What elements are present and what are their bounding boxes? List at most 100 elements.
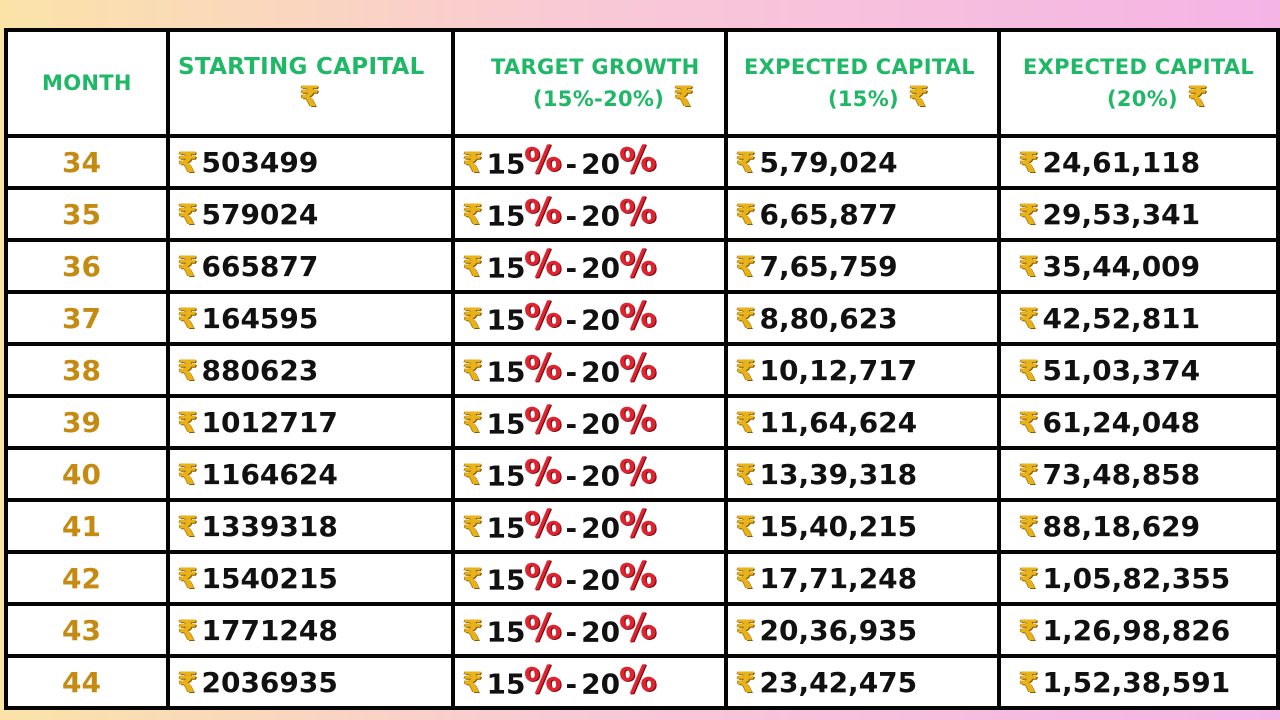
- expected-capital-15-cell: ₹7,65,759: [724, 238, 1001, 294]
- rupee-icon: ₹: [736, 197, 756, 231]
- header-expected-capital-15: EXPECTED CAPITAL (15%) ₹: [724, 28, 1001, 138]
- rupee-icon: ₹: [1019, 665, 1039, 699]
- rupee-icon: ₹: [463, 666, 483, 700]
- expected-capital-15-cell: ₹23,42,475: [724, 654, 1001, 710]
- rupee-icon: ₹: [736, 509, 756, 543]
- percent-icon: %: [617, 449, 659, 496]
- starting-capital-cell: ₹1164624: [166, 446, 455, 502]
- starting-capital-value: 2036935: [201, 665, 338, 699]
- growth-separator: -: [565, 355, 578, 389]
- expected-capital-15-value: 11,64,624: [759, 405, 918, 439]
- rupee-icon: ₹: [178, 405, 198, 439]
- month-value: 40: [62, 457, 101, 491]
- percent-icon: %: [522, 189, 565, 236]
- percent-icon: %: [522, 397, 565, 444]
- header-row: MONTH STARTING CAPITAL ₹ TARGET GROWTH (…: [4, 28, 1280, 138]
- growth-separator: -: [565, 459, 578, 493]
- percent-icon: %: [522, 345, 565, 392]
- expected-capital-20-value: 1,05,82,355: [1042, 561, 1231, 595]
- growth-high-value: 20: [581, 459, 621, 493]
- growth-high-value: 20: [581, 407, 621, 441]
- rupee-icon: ₹: [1187, 80, 1208, 113]
- table-row: 43 ₹1771248 ₹15%- 20% ₹20,36,935 ₹1,26,98…: [4, 602, 1280, 658]
- header-expected-capital-20-sub: (20%): [1107, 87, 1178, 111]
- rupee-icon: ₹: [736, 561, 756, 595]
- month-value: 44: [62, 665, 101, 699]
- percent-icon: %: [522, 501, 565, 548]
- target-growth-cell: ₹15%- 20%: [451, 394, 728, 450]
- expected-capital-15-cell: ₹13,39,318: [724, 446, 1001, 502]
- rupee-icon: ₹: [463, 458, 483, 492]
- percent-icon: %: [617, 293, 659, 340]
- rupee-icon: ₹: [1019, 613, 1039, 647]
- growth-separator: -: [565, 511, 578, 545]
- growth-low-value: 15: [486, 251, 526, 285]
- expected-capital-15-cell: ₹17,71,248: [724, 550, 1001, 606]
- growth-low-value: 15: [486, 303, 526, 337]
- header-month-label: MONTH: [42, 71, 132, 95]
- target-growth-cell: ₹15%- 20%: [451, 134, 728, 190]
- starting-capital-value: 503499: [201, 145, 319, 179]
- table-body: 34 ₹503499 ₹15%- 20% ₹5,79,024 ₹24,61,118…: [4, 134, 1280, 710]
- target-growth-cell: ₹15%- 20%: [451, 654, 728, 710]
- growth-high-value: 20: [581, 511, 621, 545]
- rupee-icon: ₹: [178, 249, 198, 283]
- rupee-icon: ₹: [178, 457, 198, 491]
- table-row: 42 ₹1540215 ₹15%- 20% ₹17,71,248 ₹1,05,82…: [4, 550, 1280, 606]
- header-expected-capital-15-label: EXPECTED CAPITAL: [744, 55, 976, 79]
- percent-icon: %: [522, 605, 565, 652]
- expected-capital-15-value: 6,65,877: [759, 197, 898, 231]
- expected-capital-20-value: 1,52,38,591: [1042, 665, 1231, 699]
- growth-low-value: 15: [486, 407, 526, 441]
- starting-capital-value: 579024: [201, 197, 319, 231]
- rupee-icon: ₹: [1019, 561, 1039, 595]
- expected-capital-20-value: 1,26,98,826: [1042, 613, 1231, 647]
- expected-capital-20-cell: ₹88,18,629: [997, 498, 1280, 554]
- header-target-growth: TARGET GROWTH (15%-20%) ₹: [451, 28, 728, 138]
- header-starting-capital-label: STARTING CAPITAL: [178, 54, 425, 80]
- month-cell: 38: [4, 342, 170, 398]
- expected-capital-15-cell: ₹5,79,024: [724, 134, 1001, 190]
- starting-capital-cell: ₹665877: [166, 238, 455, 294]
- expected-capital-20-value: 73,48,858: [1042, 457, 1201, 491]
- percent-icon: %: [522, 241, 565, 288]
- table-row: 38 ₹880623 ₹15%- 20% ₹10,12,717 ₹51,03,37…: [4, 342, 1280, 398]
- growth-low-value: 15: [486, 147, 526, 181]
- rupee-icon: ₹: [736, 613, 756, 647]
- growth-low-value: 15: [486, 199, 526, 233]
- month-value: 38: [62, 353, 101, 387]
- month-cell: 44: [4, 654, 170, 710]
- rupee-icon: ₹: [463, 354, 483, 388]
- percent-icon: %: [617, 345, 659, 392]
- header-month: MONTH: [4, 28, 170, 138]
- expected-capital-15-value: 20,36,935: [759, 613, 918, 647]
- table-row: 39 ₹1012717 ₹15%- 20% ₹11,64,624 ₹61,24,0…: [4, 394, 1280, 450]
- rupee-icon: ₹: [463, 302, 483, 336]
- rupee-icon: ₹: [463, 250, 483, 284]
- expected-capital-15-value: 7,65,759: [759, 249, 898, 283]
- rupee-icon: ₹: [463, 614, 483, 648]
- rupee-icon: ₹: [736, 665, 756, 699]
- growth-separator: -: [565, 147, 578, 181]
- expected-capital-15-cell: ₹15,40,215: [724, 498, 1001, 554]
- growth-high-value: 20: [581, 615, 621, 649]
- target-growth-cell: ₹15%- 20%: [451, 602, 728, 658]
- month-value: 36: [62, 249, 101, 283]
- expected-capital-15-value: 8,80,623: [759, 301, 898, 335]
- percent-icon: %: [522, 553, 565, 600]
- growth-high-value: 20: [581, 147, 621, 181]
- growth-low-value: 15: [486, 667, 526, 701]
- expected-capital-15-value: 23,42,475: [759, 665, 918, 699]
- starting-capital-value: 1339318: [201, 509, 338, 543]
- growth-high-value: 20: [581, 199, 621, 233]
- rupee-icon: ₹: [463, 146, 483, 180]
- starting-capital-value: 1771248: [201, 613, 338, 647]
- month-cell: 36: [4, 238, 170, 294]
- starting-capital-value: 880623: [201, 353, 319, 387]
- rupee-icon: ₹: [736, 457, 756, 491]
- expected-capital-15-value: 10,12,717: [759, 353, 918, 387]
- percent-icon: %: [617, 657, 659, 704]
- header-target-growth-range: (15%-20%): [533, 87, 665, 111]
- rupee-icon: ₹: [736, 145, 756, 179]
- growth-low-value: 15: [486, 459, 526, 493]
